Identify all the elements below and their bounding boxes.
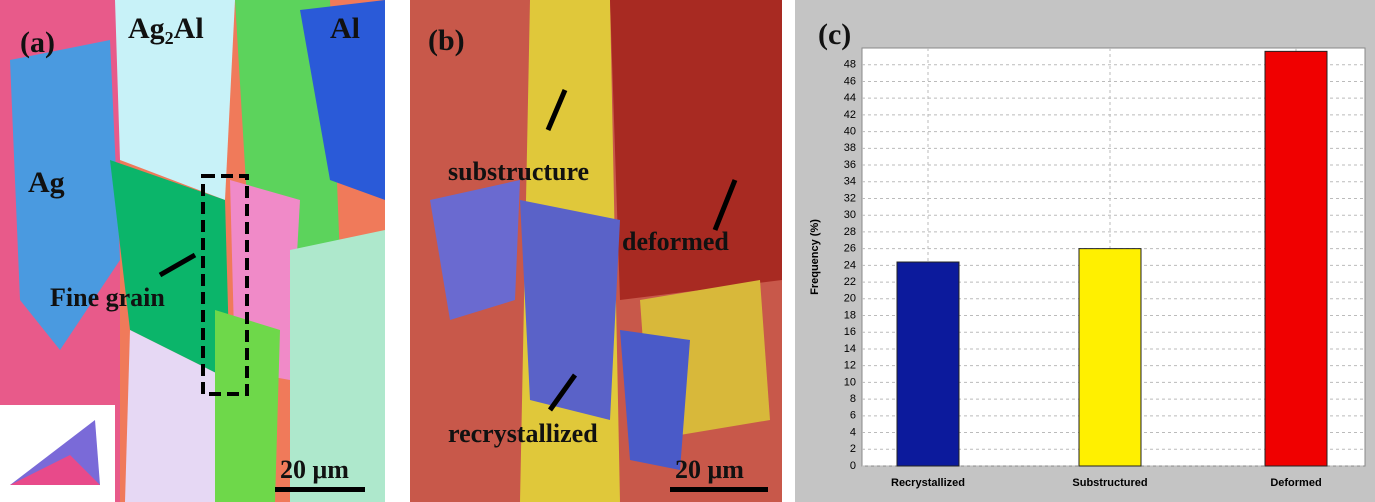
y-tick-label: 8 xyxy=(850,393,856,405)
y-tick-label: 30 xyxy=(844,209,856,221)
scale-bar-label: 20 μm xyxy=(280,455,349,484)
y-tick-label: 16 xyxy=(844,326,856,338)
y-tick-label: 10 xyxy=(844,376,856,388)
x-tick-label: Substructured xyxy=(1072,477,1147,489)
panel-label: (a) xyxy=(20,26,55,59)
bar xyxy=(897,262,959,466)
chart-label: (c) xyxy=(818,18,851,51)
y-axis-label: Frequency (%) xyxy=(809,219,821,295)
bar xyxy=(1265,51,1327,466)
scale-bar-label: 20 μm xyxy=(675,455,744,484)
annotation: deformed xyxy=(622,227,729,256)
y-tick-label: 46 xyxy=(844,75,856,87)
annotation: recrystallized xyxy=(448,419,598,448)
y-tick-label: 12 xyxy=(844,360,856,372)
panel-label: (b) xyxy=(428,24,465,57)
x-tick-label: Deformed xyxy=(1270,477,1321,489)
y-tick-label: 34 xyxy=(844,176,856,188)
y-tick-label: 40 xyxy=(844,126,856,138)
y-tick-label: 20 xyxy=(844,293,856,305)
y-tick-label: 28 xyxy=(844,226,856,238)
phase-label: Ag xyxy=(28,166,65,199)
x-tick-label: Recrystallized xyxy=(891,477,965,489)
figure: (a) Ag₂Al Al Ag Fine grain 20 μm (b) sub… xyxy=(0,0,1375,502)
phase-label: Ag₂Al xyxy=(128,12,204,45)
y-tick-label: 6 xyxy=(850,410,856,422)
y-tick-label: 4 xyxy=(850,426,856,438)
y-tick-label: 0 xyxy=(850,460,856,472)
y-tick-label: 14 xyxy=(844,343,856,355)
y-tick-label: 32 xyxy=(844,192,856,204)
y-tick-label: 36 xyxy=(844,159,856,171)
phase-label: Al xyxy=(330,12,360,45)
y-tick-label: 24 xyxy=(844,259,856,271)
annotation: Fine grain xyxy=(50,283,165,312)
y-tick-label: 48 xyxy=(844,59,856,71)
y-tick-label: 26 xyxy=(844,243,856,255)
annotation: substructure xyxy=(448,157,589,186)
y-tick-label: 22 xyxy=(844,276,856,288)
y-tick-label: 38 xyxy=(844,142,856,154)
panel-a-map xyxy=(0,0,385,502)
bar xyxy=(1079,249,1141,466)
y-tick-label: 18 xyxy=(844,309,856,321)
y-tick-label: 42 xyxy=(844,109,856,121)
y-tick-label: 44 xyxy=(844,92,856,104)
y-tick-label: 2 xyxy=(850,443,856,455)
